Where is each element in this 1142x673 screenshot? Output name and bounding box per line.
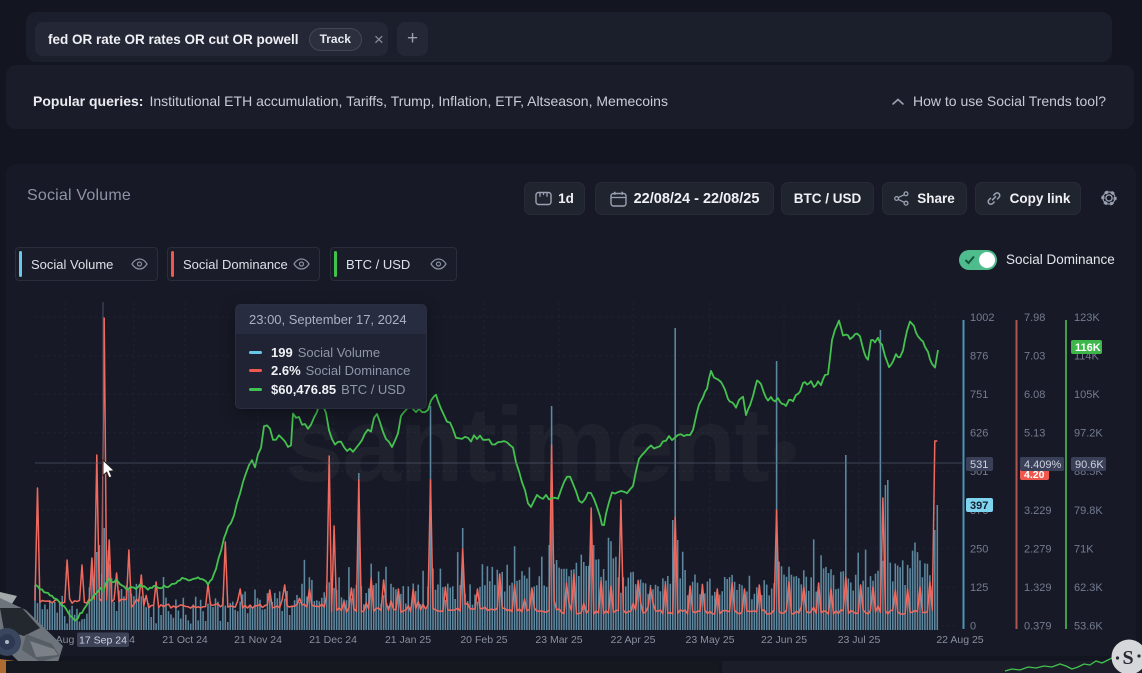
- svg-text:21 Nov 24: 21 Nov 24: [234, 634, 282, 646]
- svg-text:22 Apr 25: 22 Apr 25: [611, 634, 656, 646]
- svg-text:23 Jul 25: 23 Jul 25: [838, 634, 881, 646]
- svg-text:71K: 71K: [1074, 543, 1094, 555]
- svg-text:0.379: 0.379: [1024, 621, 1052, 633]
- svg-text:6.08: 6.08: [1024, 389, 1045, 401]
- svg-text:4.20: 4.20: [1024, 469, 1045, 481]
- svg-text:123K: 123K: [1074, 312, 1100, 324]
- svg-text:21 Jan 25: 21 Jan 25: [385, 634, 431, 646]
- svg-text:1.329: 1.329: [1024, 582, 1052, 594]
- svg-text:20 Feb 25: 20 Feb 25: [460, 634, 507, 646]
- svg-text:626: 626: [970, 428, 988, 440]
- svg-text:79.8K: 79.8K: [1074, 505, 1103, 517]
- svg-text:2.279: 2.279: [1024, 543, 1052, 555]
- svg-text:7.98: 7.98: [1024, 312, 1045, 324]
- svg-text:21 Oct 24: 21 Oct 24: [162, 634, 208, 646]
- svg-text:62.3K: 62.3K: [1074, 582, 1103, 594]
- svg-text:22 Aug 25: 22 Aug 25: [936, 634, 983, 646]
- svg-text:90.6K: 90.6K: [1075, 459, 1104, 471]
- svg-text:5.13: 5.13: [1024, 428, 1045, 440]
- svg-text:125: 125: [970, 582, 988, 594]
- svg-text:116K: 116K: [1075, 342, 1101, 354]
- svg-text:3.229: 3.229: [1024, 505, 1052, 517]
- svg-text:250: 250: [970, 543, 988, 555]
- svg-text:1002: 1002: [970, 312, 994, 324]
- svg-text:7.03: 7.03: [1024, 350, 1045, 362]
- svg-text:105K: 105K: [1074, 389, 1100, 401]
- svg-text:4.409%: 4.409%: [1024, 459, 1062, 471]
- svg-text:17 Sep 24: 17 Sep 24: [79, 635, 127, 647]
- svg-text:751: 751: [970, 389, 988, 401]
- svg-text:21 Dec 24: 21 Dec 24: [309, 634, 357, 646]
- svg-text:53.6K: 53.6K: [1074, 621, 1103, 633]
- svg-text:23 May 25: 23 May 25: [685, 634, 734, 646]
- svg-text:0: 0: [970, 621, 976, 633]
- svg-text:531: 531: [970, 459, 988, 471]
- svg-text:876: 876: [970, 350, 988, 362]
- svg-text:4: 4: [129, 634, 135, 646]
- svg-text:23 Mar 25: 23 Mar 25: [535, 634, 582, 646]
- svg-text:97.2K: 97.2K: [1074, 428, 1103, 440]
- svg-text:397: 397: [970, 500, 988, 512]
- svg-text:22 Jun 25: 22 Jun 25: [761, 634, 807, 646]
